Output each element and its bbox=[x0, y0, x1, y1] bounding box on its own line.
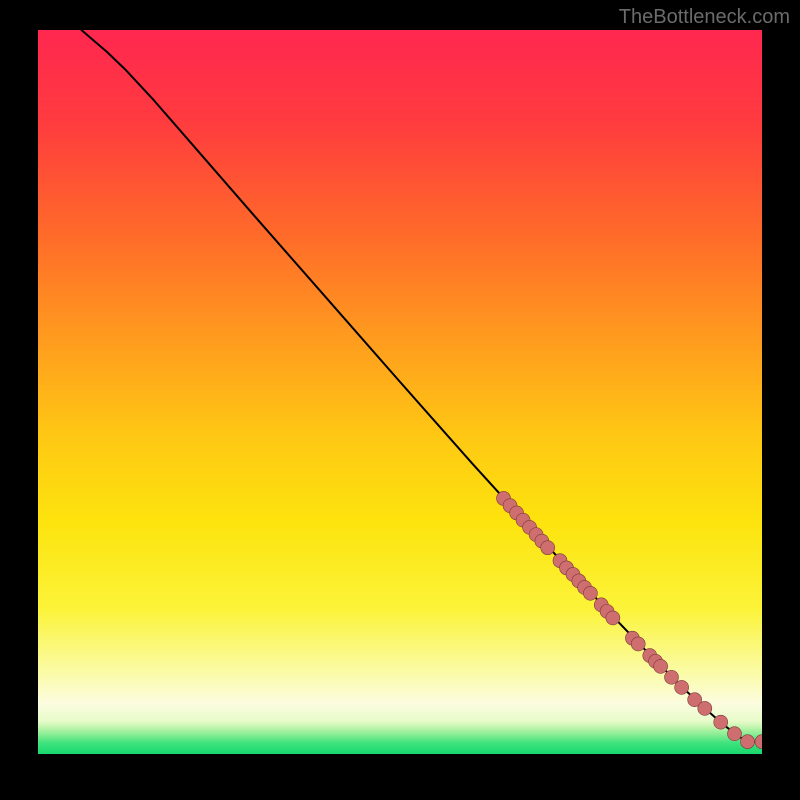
chart-overlay bbox=[38, 30, 762, 754]
plot-area bbox=[38, 30, 762, 754]
watermark-text: TheBottleneck.com bbox=[619, 6, 790, 29]
data-marker bbox=[665, 670, 679, 684]
data-marker bbox=[675, 680, 689, 694]
data-marker bbox=[714, 715, 728, 729]
data-marker bbox=[606, 611, 620, 625]
data-marker bbox=[755, 735, 762, 749]
data-marker bbox=[631, 637, 645, 651]
data-marker bbox=[698, 701, 712, 715]
data-marker bbox=[727, 727, 741, 741]
data-marker bbox=[583, 586, 597, 600]
data-marker bbox=[654, 659, 668, 673]
data-marker bbox=[541, 541, 555, 555]
data-marker bbox=[741, 735, 755, 749]
curve-line bbox=[81, 30, 762, 742]
chart-stage: TheBottleneck.com bbox=[0, 0, 800, 800]
